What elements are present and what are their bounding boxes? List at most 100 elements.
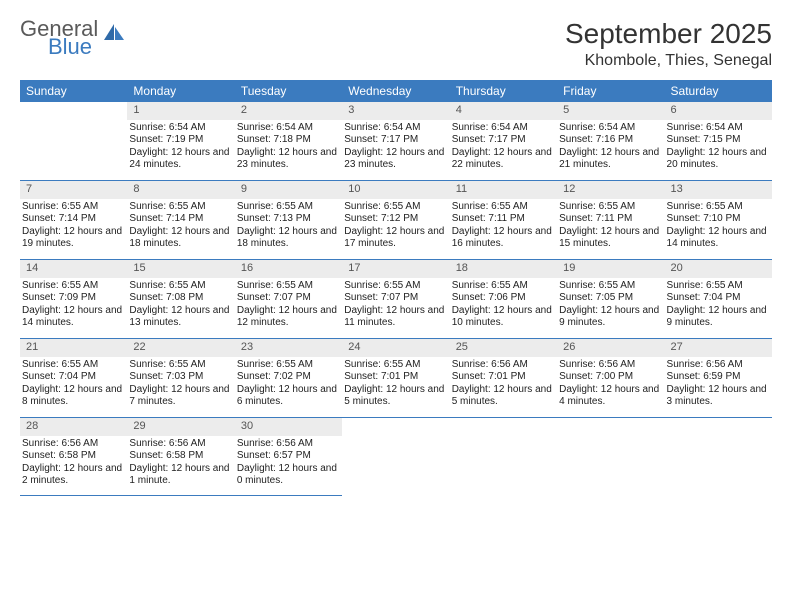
- sunrise-text: Sunrise: 6:56 AM: [129, 438, 230, 451]
- sunrise-text: Sunrise: 6:55 AM: [559, 201, 660, 214]
- sunset-text: Sunset: 7:07 PM: [237, 292, 338, 305]
- day-number: 6: [665, 102, 772, 120]
- daylight-text: Daylight: 12 hours and 10 minutes.: [452, 305, 553, 330]
- day-header: Saturday: [665, 80, 772, 102]
- sunrise-text: Sunrise: 6:54 AM: [667, 122, 768, 135]
- day-content: Sunrise: 6:54 AMSunset: 7:15 PMDaylight:…: [665, 120, 772, 176]
- day-content: Sunrise: 6:55 AMSunset: 7:08 PMDaylight:…: [127, 278, 234, 334]
- sunset-text: Sunset: 7:10 PM: [667, 213, 768, 226]
- sunset-text: Sunset: 7:06 PM: [452, 292, 553, 305]
- daylight-text: Daylight: 12 hours and 11 minutes.: [344, 305, 445, 330]
- sunset-text: Sunset: 7:15 PM: [667, 134, 768, 147]
- sunrise-text: Sunrise: 6:54 AM: [344, 122, 445, 135]
- calendar: SundayMondayTuesdayWednesdayThursdayFrid…: [20, 80, 772, 496]
- day-number: 14: [20, 260, 127, 278]
- daylight-text: Daylight: 12 hours and 15 minutes.: [559, 226, 660, 251]
- day-cell: 10Sunrise: 6:55 AMSunset: 7:12 PMDayligh…: [342, 181, 449, 259]
- day-cell: 7Sunrise: 6:55 AMSunset: 7:14 PMDaylight…: [20, 181, 127, 259]
- empty-day-cell: [342, 418, 449, 496]
- sunrise-text: Sunrise: 6:55 AM: [667, 280, 768, 293]
- daylight-text: Daylight: 12 hours and 1 minute.: [129, 463, 230, 488]
- sunrise-text: Sunrise: 6:55 AM: [22, 359, 123, 372]
- day-content: Sunrise: 6:54 AMSunset: 7:17 PMDaylight:…: [450, 120, 557, 176]
- day-cell: 11Sunrise: 6:55 AMSunset: 7:11 PMDayligh…: [450, 181, 557, 259]
- day-content: Sunrise: 6:55 AMSunset: 7:06 PMDaylight:…: [450, 278, 557, 334]
- header: General Blue September 2025 Khombole, Th…: [20, 18, 772, 70]
- day-number: 19: [557, 260, 664, 278]
- day-content: Sunrise: 6:55 AMSunset: 7:01 PMDaylight:…: [342, 357, 449, 413]
- sunrise-text: Sunrise: 6:56 AM: [452, 359, 553, 372]
- sunrise-text: Sunrise: 6:55 AM: [22, 201, 123, 214]
- sunset-text: Sunset: 7:00 PM: [559, 371, 660, 384]
- day-cell: 5Sunrise: 6:54 AMSunset: 7:16 PMDaylight…: [557, 102, 664, 180]
- day-header: Wednesday: [342, 80, 449, 102]
- daylight-text: Daylight: 12 hours and 2 minutes.: [22, 463, 123, 488]
- sunset-text: Sunset: 7:07 PM: [344, 292, 445, 305]
- day-content: Sunrise: 6:56 AMSunset: 6:58 PMDaylight:…: [20, 436, 127, 492]
- day-content: Sunrise: 6:55 AMSunset: 7:07 PMDaylight:…: [235, 278, 342, 334]
- day-content: Sunrise: 6:55 AMSunset: 7:13 PMDaylight:…: [235, 199, 342, 255]
- daylight-text: Daylight: 12 hours and 24 minutes.: [129, 147, 230, 172]
- weeks-container: 1Sunrise: 6:54 AMSunset: 7:19 PMDaylight…: [20, 102, 772, 496]
- daylight-text: Daylight: 12 hours and 7 minutes.: [129, 384, 230, 409]
- day-cell: 8Sunrise: 6:55 AMSunset: 7:14 PMDaylight…: [127, 181, 234, 259]
- sunset-text: Sunset: 7:05 PM: [559, 292, 660, 305]
- sunrise-text: Sunrise: 6:55 AM: [344, 359, 445, 372]
- day-cell: 22Sunrise: 6:55 AMSunset: 7:03 PMDayligh…: [127, 339, 234, 417]
- daylight-text: Daylight: 12 hours and 21 minutes.: [559, 147, 660, 172]
- day-number: 1: [127, 102, 234, 120]
- sunrise-text: Sunrise: 6:54 AM: [237, 122, 338, 135]
- day-cell: 24Sunrise: 6:55 AMSunset: 7:01 PMDayligh…: [342, 339, 449, 417]
- day-cell: 30Sunrise: 6:56 AMSunset: 6:57 PMDayligh…: [235, 418, 342, 496]
- daylight-text: Daylight: 12 hours and 14 minutes.: [22, 305, 123, 330]
- day-content: Sunrise: 6:56 AMSunset: 7:01 PMDaylight:…: [450, 357, 557, 413]
- day-content: Sunrise: 6:55 AMSunset: 7:14 PMDaylight:…: [20, 199, 127, 255]
- daylight-text: Daylight: 12 hours and 4 minutes.: [559, 384, 660, 409]
- sunset-text: Sunset: 7:02 PM: [237, 371, 338, 384]
- week-row: 28Sunrise: 6:56 AMSunset: 6:58 PMDayligh…: [20, 418, 772, 496]
- sunset-text: Sunset: 6:58 PM: [22, 450, 123, 463]
- day-content: Sunrise: 6:54 AMSunset: 7:18 PMDaylight:…: [235, 120, 342, 176]
- sunset-text: Sunset: 7:08 PM: [129, 292, 230, 305]
- day-number: 4: [450, 102, 557, 120]
- day-header: Monday: [127, 80, 234, 102]
- day-number: 5: [557, 102, 664, 120]
- sunrise-text: Sunrise: 6:55 AM: [559, 280, 660, 293]
- empty-day-cell: [557, 418, 664, 496]
- day-cell: 2Sunrise: 6:54 AMSunset: 7:18 PMDaylight…: [235, 102, 342, 180]
- day-content: Sunrise: 6:55 AMSunset: 7:03 PMDaylight:…: [127, 357, 234, 413]
- day-cell: 29Sunrise: 6:56 AMSunset: 6:58 PMDayligh…: [127, 418, 234, 496]
- day-number: 13: [665, 181, 772, 199]
- sunrise-text: Sunrise: 6:55 AM: [22, 280, 123, 293]
- day-number: 22: [127, 339, 234, 357]
- week-row: 7Sunrise: 6:55 AMSunset: 7:14 PMDaylight…: [20, 181, 772, 260]
- location: Khombole, Thies, Senegal: [565, 52, 772, 70]
- daylight-text: Daylight: 12 hours and 23 minutes.: [344, 147, 445, 172]
- sunset-text: Sunset: 7:01 PM: [344, 371, 445, 384]
- sunset-text: Sunset: 7:03 PM: [129, 371, 230, 384]
- day-number: 18: [450, 260, 557, 278]
- sunrise-text: Sunrise: 6:54 AM: [559, 122, 660, 135]
- sunrise-text: Sunrise: 6:54 AM: [452, 122, 553, 135]
- day-cell: 16Sunrise: 6:55 AMSunset: 7:07 PMDayligh…: [235, 260, 342, 338]
- day-cell: 27Sunrise: 6:56 AMSunset: 6:59 PMDayligh…: [665, 339, 772, 417]
- day-cell: 26Sunrise: 6:56 AMSunset: 7:00 PMDayligh…: [557, 339, 664, 417]
- week-row: 1Sunrise: 6:54 AMSunset: 7:19 PMDaylight…: [20, 102, 772, 181]
- day-cell: 14Sunrise: 6:55 AMSunset: 7:09 PMDayligh…: [20, 260, 127, 338]
- day-content: Sunrise: 6:55 AMSunset: 7:09 PMDaylight:…: [20, 278, 127, 334]
- daylight-text: Daylight: 12 hours and 9 minutes.: [667, 305, 768, 330]
- day-cell: 6Sunrise: 6:54 AMSunset: 7:15 PMDaylight…: [665, 102, 772, 180]
- day-content: Sunrise: 6:55 AMSunset: 7:11 PMDaylight:…: [557, 199, 664, 255]
- sunrise-text: Sunrise: 6:55 AM: [237, 280, 338, 293]
- daylight-text: Daylight: 12 hours and 18 minutes.: [237, 226, 338, 251]
- day-content: Sunrise: 6:55 AMSunset: 7:11 PMDaylight:…: [450, 199, 557, 255]
- sunset-text: Sunset: 6:59 PM: [667, 371, 768, 384]
- day-content: Sunrise: 6:55 AMSunset: 7:10 PMDaylight:…: [665, 199, 772, 255]
- sunset-text: Sunset: 6:58 PM: [129, 450, 230, 463]
- sunrise-text: Sunrise: 6:56 AM: [22, 438, 123, 451]
- sunrise-text: Sunrise: 6:55 AM: [344, 201, 445, 214]
- day-number: 12: [557, 181, 664, 199]
- day-content: Sunrise: 6:54 AMSunset: 7:19 PMDaylight:…: [127, 120, 234, 176]
- sunset-text: Sunset: 7:12 PM: [344, 213, 445, 226]
- daylight-text: Daylight: 12 hours and 6 minutes.: [237, 384, 338, 409]
